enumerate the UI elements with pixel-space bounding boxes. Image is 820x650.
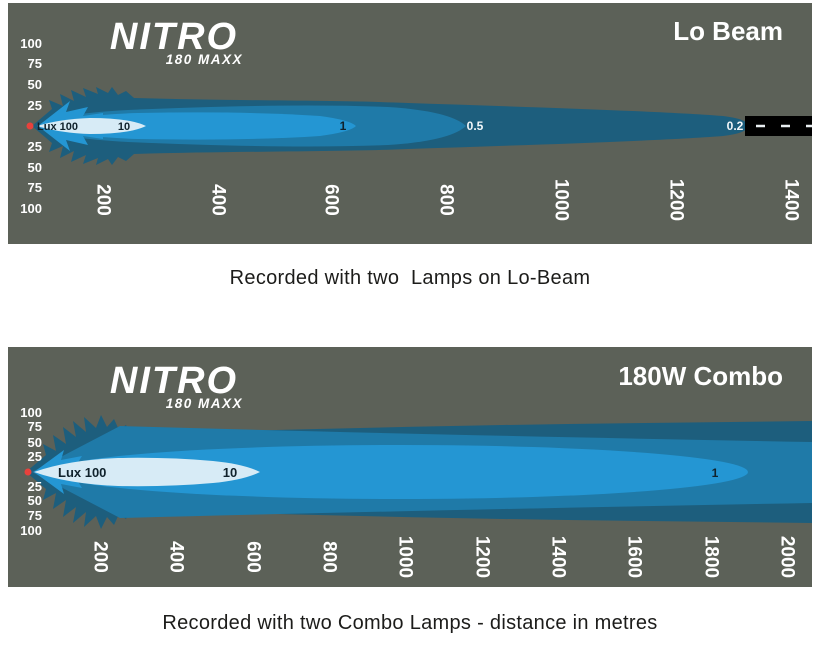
beam-core-shape [34,457,260,487]
y-tick-label: 75 [28,419,42,434]
x-tick-label: 1000 [395,536,416,578]
y-tick-label: 50 [28,435,42,450]
x-tick-label: 1800 [701,536,722,578]
hotspot-dot [24,468,32,476]
lux-label-100: Lux 100 [37,121,78,133]
x-tick-label: 600 [321,184,342,216]
overrun-bar [745,116,812,136]
x-tick-label: 1400 [781,179,802,221]
beam-core-shape [37,118,146,134]
x-tick-label: 800 [319,541,340,573]
lux-label-100: Lux 100 [58,465,106,480]
chart-title: Lo Beam [673,16,783,46]
brand-model: 180 MAXX [166,52,243,67]
y-tick-label: 25 [28,98,42,113]
brand-model: 180 MAXX [166,396,243,411]
combo-chart: NITRO 180 MAXX 180W Combo 100 75 50 25 2… [8,347,812,587]
x-tick-label: 600 [243,541,264,573]
x-tick-label: 200 [93,184,114,216]
y-tick-label: 25 [28,139,42,154]
x-tick-label: 200 [90,541,111,573]
y-tick-label: 75 [28,180,42,195]
y-tick-label: 75 [28,56,42,71]
x-tick-label: 2000 [777,536,798,578]
y-tick-label: 100 [20,36,42,51]
beam-bright-shape [52,445,748,499]
y-tick-label: 50 [28,77,42,92]
x-tick-label: 800 [436,184,457,216]
lo-beam-plot: NITRO 180 MAXX Lo Beam 100 75 50 25 25 5… [8,3,812,244]
y-tick-label: 100 [20,405,42,420]
lux-label-10: 10 [118,121,130,133]
y-tick-label: 75 [28,508,42,523]
lux-label-1: 1 [712,466,719,480]
y-tick-label: 25 [28,479,42,494]
x-tick-label: 1600 [624,536,645,578]
lux-label-0-2: 0.2 [727,119,744,133]
brand-logo: NITRO [110,360,238,402]
x-tick-label: 400 [208,184,229,216]
y-tick-label: 100 [20,523,42,538]
beam-bright-shape [42,112,356,140]
x-tick-label: 1200 [666,179,687,221]
y-tick-label: 50 [28,493,42,508]
lo-beam-caption: Recorded with two Lamps on Lo-Beam [229,267,591,289]
lux-label-10: 10 [223,465,237,480]
chart-title: 180W Combo [618,361,783,391]
x-tick-label: 1200 [472,536,493,578]
x-tick-label: 1000 [551,179,572,221]
brand-logo: NITRO [110,16,238,58]
lux-label-1: 1 [340,119,347,133]
combo-caption: Recorded with two Combo Lamps - distance… [162,612,658,634]
y-tick-label: 50 [28,160,42,175]
x-tick-label: 1400 [548,536,569,578]
combo-plot: NITRO 180 MAXX 180W Combo 100 75 50 25 2… [8,347,812,587]
lo-beam-chart: NITRO 180 MAXX Lo Beam 100 75 50 25 25 5… [8,3,812,244]
hotspot-dot [26,122,34,130]
y-tick-label: 25 [28,449,42,464]
x-tick-label: 400 [166,541,187,573]
y-tick-label: 100 [20,201,42,216]
lux-label-0-5: 0.5 [467,119,484,133]
